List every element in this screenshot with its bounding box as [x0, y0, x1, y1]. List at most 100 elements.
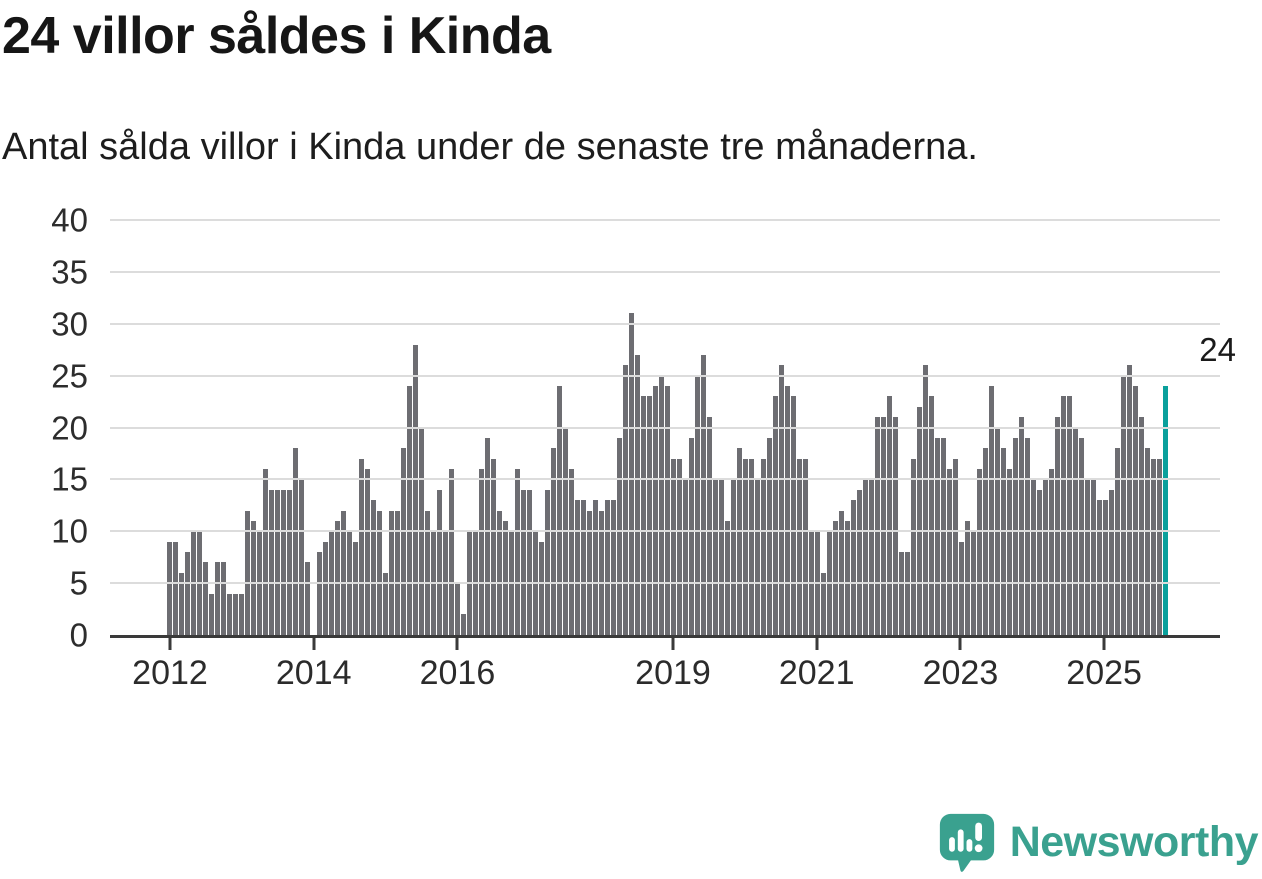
- y-axis-label: 0: [69, 616, 88, 654]
- bar: [275, 489, 280, 635]
- bar: [779, 365, 784, 635]
- gridline: [110, 270, 1220, 273]
- bar: [833, 520, 838, 635]
- bar: [263, 469, 268, 635]
- bar: [923, 365, 928, 635]
- x-axis-tick: [815, 638, 819, 650]
- bar: [1037, 489, 1042, 635]
- bar: [1109, 489, 1114, 635]
- bar: [671, 458, 676, 635]
- bar: [179, 572, 184, 635]
- bar: [449, 469, 454, 635]
- bar: [935, 437, 940, 635]
- bar: [575, 500, 580, 635]
- bar: [1133, 386, 1138, 635]
- x-axis-tick: [168, 638, 172, 650]
- bar: [767, 437, 772, 635]
- bar: [749, 458, 754, 635]
- bar: [731, 479, 736, 635]
- bar: [719, 479, 724, 635]
- bar: [251, 520, 256, 635]
- y-axis-label: 25: [51, 357, 88, 395]
- bar: [887, 396, 892, 635]
- x-axis-label: 2021: [778, 654, 855, 692]
- bar: [863, 479, 868, 635]
- bar: [977, 469, 982, 635]
- bar: [479, 469, 484, 635]
- x-axis-tick: [312, 638, 316, 650]
- bar: [929, 396, 934, 635]
- bar: [1013, 437, 1018, 635]
- bar: [983, 448, 988, 635]
- bar: [947, 469, 952, 635]
- bar: [677, 458, 682, 635]
- bar: [701, 354, 706, 635]
- bar: [785, 386, 790, 635]
- bar: [761, 458, 766, 635]
- bar: [737, 448, 742, 635]
- chart-subtitle: Antal sålda villor i Kinda under de sena…: [2, 126, 978, 168]
- bar: [173, 541, 178, 635]
- x-axis-tick: [455, 638, 459, 650]
- bar: [821, 572, 826, 635]
- bar: [899, 552, 904, 635]
- bar: [215, 562, 220, 635]
- bar: [305, 562, 310, 635]
- bar: [365, 469, 370, 635]
- newsworthy-logo-text: Newsworthy: [1009, 817, 1259, 866]
- bar: [665, 386, 670, 635]
- bar: [245, 510, 250, 635]
- bar: [713, 479, 718, 635]
- bar: [437, 489, 442, 635]
- x-axis-label: 2014: [275, 654, 352, 692]
- last-value-annotation: 24: [1199, 331, 1236, 368]
- bar: [1097, 500, 1102, 635]
- bar: [293, 448, 298, 635]
- plot-area: 24 0 5 10 15 20 25 30 35 40: [51, 204, 1236, 652]
- bar: [341, 510, 346, 635]
- bar: [593, 500, 598, 635]
- bar: [317, 552, 322, 635]
- bar: [407, 386, 412, 635]
- bar: [1127, 365, 1132, 635]
- bar: [839, 510, 844, 635]
- bar: [707, 417, 712, 635]
- bar: [1055, 417, 1060, 635]
- bar: [587, 510, 592, 635]
- bar: [515, 469, 520, 635]
- bar: [269, 489, 274, 635]
- bar: [635, 354, 640, 635]
- bar: [1121, 375, 1126, 635]
- bar: [233, 593, 238, 635]
- bar: [167, 541, 172, 635]
- bar: [203, 562, 208, 635]
- bar: [1043, 479, 1048, 635]
- x-axis-label: 2016: [419, 654, 496, 692]
- bar: [395, 510, 400, 635]
- bar: [917, 406, 922, 635]
- bar: [875, 417, 880, 635]
- bar: [1091, 479, 1096, 635]
- bar: [299, 479, 304, 635]
- bar: [239, 593, 244, 635]
- x-axis-label: 2012: [132, 654, 208, 692]
- y-axis-label: 30: [51, 305, 88, 343]
- bar: [503, 520, 508, 635]
- bar: [581, 500, 586, 635]
- bar: [335, 520, 340, 635]
- bar: [461, 614, 466, 635]
- bar: [689, 437, 694, 635]
- bar: [1007, 469, 1012, 635]
- bar: [1001, 448, 1006, 635]
- bar: [1085, 479, 1090, 635]
- gridline: [110, 426, 1220, 429]
- bar: [893, 417, 898, 635]
- bar: [683, 479, 688, 635]
- bar: [1079, 437, 1084, 635]
- y-axis-label: 5: [69, 564, 88, 602]
- bar: [281, 489, 286, 635]
- bar: [755, 479, 760, 635]
- bar: [911, 458, 916, 635]
- bar: [605, 500, 610, 635]
